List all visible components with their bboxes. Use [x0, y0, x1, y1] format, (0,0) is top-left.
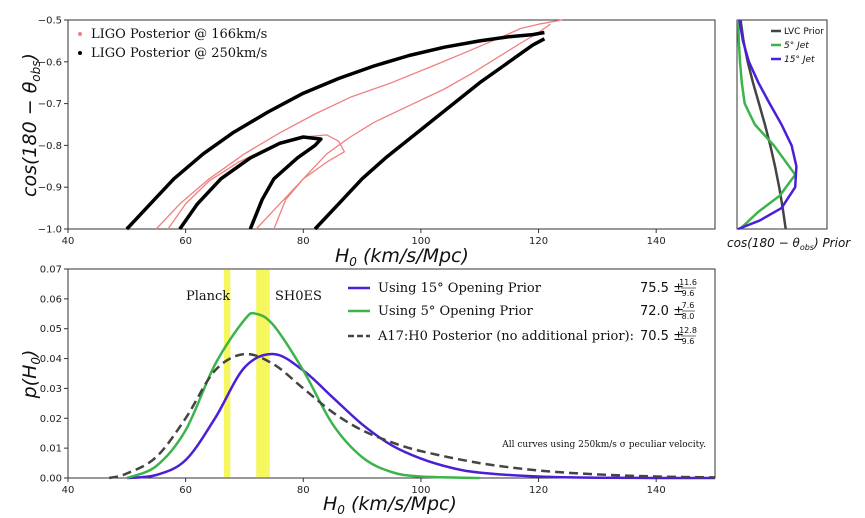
contour-line-1-2: [178, 135, 323, 231]
posterior-legend: Using 15° Opening Prior Using 5° Opening…: [348, 278, 697, 346]
y-tick-label: −0.8: [38, 141, 62, 152]
contour-line-0-2: [167, 134, 346, 230]
measurement-bands: [223, 270, 270, 477]
y-tick-label: −1.0: [38, 225, 62, 236]
y-tick-label: 0.05: [40, 324, 62, 335]
legend-label-15-prior: Using 15° Opening Prior: [378, 281, 542, 296]
planck-label: Planck: [186, 289, 230, 304]
y-tick-label: −0.6: [38, 57, 62, 68]
legend-marker-166: [78, 32, 82, 36]
posterior-x-label: H0 (km/s/Mpc): [323, 493, 457, 517]
y-tick-label: −0.9: [38, 183, 62, 194]
lower-5-prior: 8.0: [682, 312, 695, 321]
x-tick-label: 120: [529, 485, 548, 496]
legend-label-15jet: 15° Jet: [784, 55, 815, 65]
contour-line-0-0: [155, 19, 563, 230]
contour-legend: LIGO Posterior @ 166km/s LIGO Posterior …: [78, 27, 267, 61]
posterior-line-1: [126, 311, 480, 480]
x-tick-label: 40: [62, 485, 75, 496]
posterior-y-label: p(H0): [19, 350, 43, 400]
legend-marker-250: [78, 51, 82, 55]
y-tick-label: 0.00: [40, 474, 62, 485]
lower-15-prior: 9.6: [682, 289, 695, 298]
x-tick-label: 100: [411, 236, 430, 247]
y-tick-label: −0.5: [38, 16, 62, 27]
prior-legend: LVC Prior 5° Jet 15° Jet: [771, 27, 824, 65]
legend-label-5-prior: Using 5° Opening Prior: [378, 304, 533, 319]
legend-label-lvc: LVC Prior: [784, 27, 824, 37]
legend-label-166: LIGO Posterior @ 166km/s: [91, 27, 267, 42]
peculiar-velocity-note: All curves using 250km/s σ peculiar velo…: [501, 440, 706, 450]
upper-15-prior: 11.6: [679, 278, 697, 287]
contour-line-1-0: [125, 30, 545, 231]
y-tick-label: −0.7: [38, 99, 62, 110]
shoes-label: SH0ES: [275, 289, 322, 304]
prior-x-label: cos(180 − θobs) Prior: [727, 236, 851, 252]
posterior-lines: [108, 311, 716, 480]
contour-y-ticks: −1.0 −0.9 −0.8 −0.7 −0.6 −0.5: [38, 16, 68, 236]
posterior-line-2: [108, 352, 716, 480]
x-tick-label: 100: [411, 485, 430, 496]
legend-label-250: LIGO Posterior @ 250km/s: [91, 46, 267, 61]
contour-x-label: H0 (km/s/Mpc): [335, 245, 469, 269]
contour-line-1-1: [313, 37, 546, 231]
band-1: [256, 270, 270, 477]
y-tick-label: 0.07: [40, 265, 62, 276]
contour-x-ticks: 40 60 80 100 120 140: [62, 229, 666, 247]
contour-lines: [125, 19, 563, 231]
x-tick-label: 120: [529, 236, 548, 247]
y-tick-label: 0.04: [40, 354, 62, 365]
contour-panel: 40 60 80 100 120 140 −1.0 −0.9 −0.8 −0.7 −0.6 −0.5…: [19, 16, 716, 269]
estimate-a17: 70.5 ±: [640, 329, 684, 344]
x-tick-label: 40: [62, 236, 75, 247]
contour-axes-frame: [67, 19, 716, 230]
prior-line-1: [736, 19, 797, 230]
band-0: [223, 270, 231, 477]
posterior-line-0: [126, 352, 716, 480]
x-tick-label: 60: [179, 485, 192, 496]
y-tick-label: 0.06: [40, 294, 62, 305]
legend-label-a17: A17:H0 Posterior (no additional prior):: [377, 329, 634, 344]
lower-a17: 9.6: [682, 337, 695, 346]
posterior-x-ticks: 40 60 80 100 120 140: [62, 478, 666, 496]
upper-a17: 12.8: [679, 326, 697, 335]
estimate-5-prior: 72.0 ±: [640, 304, 684, 319]
posterior-panel: 40 60 80 100 120 140 0.00 0.01 0.02 0.03 0.04 0.05…: [19, 265, 716, 517]
x-tick-label: 80: [297, 236, 310, 247]
prior-lines: [736, 19, 798, 231]
x-tick-label: 60: [179, 236, 192, 247]
upper-5-prior: 7.6: [682, 301, 695, 310]
y-tick-label: 0.03: [40, 384, 62, 395]
x-tick-label: 140: [647, 485, 666, 496]
legend-label-5jet: 5° Jet: [784, 41, 809, 51]
y-tick-label: 0.01: [40, 444, 62, 455]
estimate-15-prior: 75.5 ±: [640, 281, 684, 296]
prior-panel: LVC Prior 5° Jet 15° Jet cos(180 − θobs)…: [727, 19, 851, 252]
prior-line-2: [737, 19, 798, 231]
y-tick-label: 0.02: [40, 414, 62, 425]
contour-y-label: cos(180 − θobs): [19, 53, 43, 197]
posterior-y-ticks: 0.00 0.01 0.02 0.03 0.04 0.05 0.06 0.07: [40, 265, 68, 485]
x-tick-label: 140: [647, 236, 666, 247]
x-tick-label: 80: [297, 485, 310, 496]
